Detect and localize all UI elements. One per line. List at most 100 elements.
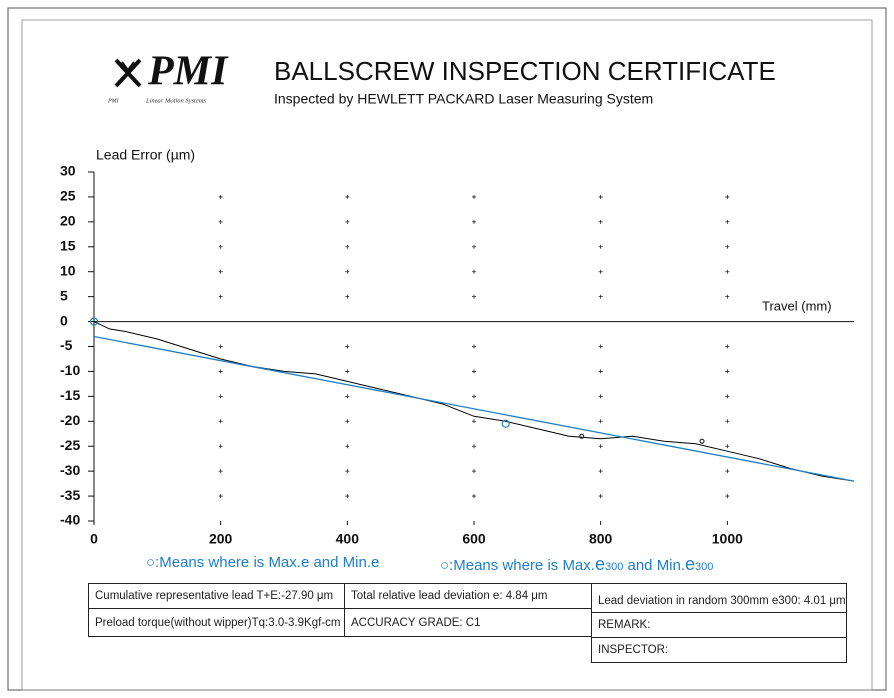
logo-icon xyxy=(114,58,142,88)
grid-plus xyxy=(345,219,350,224)
grid-plus xyxy=(345,469,350,474)
grid-plus xyxy=(598,369,603,374)
grid-plus xyxy=(725,219,730,224)
grid-plus xyxy=(345,244,350,249)
grid-plus xyxy=(725,469,730,474)
grid-plus xyxy=(598,494,603,499)
legend-text: e xyxy=(594,554,605,574)
table-cell: REMARK: xyxy=(591,612,847,638)
y-tick-label: -10 xyxy=(60,362,80,378)
y-tick-label: 25 xyxy=(60,188,76,204)
grid-plus xyxy=(598,444,603,449)
grid-plus xyxy=(598,194,603,199)
grid-plus xyxy=(725,244,730,249)
x-axis-label: Travel (mm) xyxy=(762,298,832,313)
table-cell: Cumulative representative lead T+E:-27.9… xyxy=(88,583,345,609)
grid-plus xyxy=(472,294,476,299)
extreme-marker xyxy=(579,433,585,439)
grid-plus xyxy=(218,469,223,474)
logo-small: PMI xyxy=(107,98,120,104)
grid-plus xyxy=(345,344,350,349)
grid-plus xyxy=(725,344,730,349)
x-tick-label: 400 xyxy=(336,531,360,547)
grid-plus xyxy=(472,244,476,249)
grid-plus xyxy=(218,419,223,424)
x-tick-label: 0 xyxy=(90,531,98,547)
grid-plus xyxy=(725,269,730,274)
x-tick-label: 1000 xyxy=(712,531,743,547)
y-tick-label: -5 xyxy=(60,337,73,353)
y-tick-label: 15 xyxy=(60,237,76,253)
y-tick-label: 0 xyxy=(60,312,68,328)
table-cell: ACCURACY GRADE: C1 xyxy=(344,608,592,637)
legend-text: ○:Means where is Max. xyxy=(440,557,595,574)
y-tick-label: -20 xyxy=(60,412,80,428)
grid-plus xyxy=(472,494,476,499)
x-tick-label: 200 xyxy=(209,531,233,547)
extreme-marker xyxy=(699,438,705,444)
grid-plus xyxy=(725,194,730,199)
grid-plus xyxy=(218,444,223,449)
y-tick-label: 10 xyxy=(60,262,76,278)
grid-plus xyxy=(598,294,603,299)
subtitle: Inspected by HEWLETT PACKARD Laser Measu… xyxy=(274,91,653,107)
grid-plus xyxy=(472,194,476,199)
grid-plus xyxy=(472,219,476,224)
x-tick-label: 800 xyxy=(589,531,613,547)
extreme-marker xyxy=(501,419,510,428)
grid-plus xyxy=(345,394,350,399)
title: BALLSCREW INSPECTION CERTIFICATE xyxy=(274,56,776,86)
legend-text: 300 xyxy=(604,561,624,573)
grid-plus xyxy=(345,494,350,499)
grid-plus xyxy=(345,444,350,449)
inner-frame xyxy=(21,19,873,691)
grid-plus xyxy=(598,219,603,224)
grid-plus xyxy=(218,394,223,399)
grid-plus xyxy=(725,494,730,499)
series-line xyxy=(93,335,855,482)
grid-plus xyxy=(598,344,603,349)
y-tick-label: -30 xyxy=(60,462,80,478)
grid-plus xyxy=(472,269,476,274)
grid-plus xyxy=(218,244,223,249)
legend-text: e xyxy=(685,554,696,574)
grid-plus xyxy=(725,444,730,449)
legend-e: ○:Means where is Max.e and Min.e xyxy=(146,554,380,571)
grid-plus xyxy=(472,394,476,399)
table-cell: Lead deviation in random 300mm e300: 4.0… xyxy=(591,583,847,613)
grid-plus xyxy=(345,294,350,299)
y-tick-label: 30 xyxy=(60,163,76,179)
logo: PMI xyxy=(147,49,229,95)
legend-text: 300 xyxy=(695,561,714,573)
table-cell: Preload torque(without wipper)Tq:3.0-3.9… xyxy=(88,608,345,637)
grid-plus xyxy=(472,344,476,349)
y-axis-label: Lead Error (µm) xyxy=(96,147,195,163)
grid-plus xyxy=(218,219,223,224)
y-tick-label: -35 xyxy=(60,487,80,503)
y-tick-label: -40 xyxy=(60,512,80,528)
grid-plus xyxy=(725,369,730,374)
grid-plus xyxy=(345,419,350,424)
x-tick-label: 600 xyxy=(462,531,486,547)
table-cell: Total relative lead deviation e: 4.84 μm xyxy=(344,583,592,609)
grid-plus xyxy=(598,269,603,274)
grid-plus xyxy=(218,294,223,299)
grid-plus xyxy=(345,269,350,274)
legend-e300: ○:Means where is Max.e300 and Min.e300 xyxy=(440,554,713,575)
grid-plus xyxy=(472,419,476,424)
grid-plus xyxy=(218,269,223,274)
grid-plus xyxy=(218,344,223,349)
grid-plus xyxy=(218,369,223,374)
grid-plus xyxy=(472,444,476,449)
y-tick-label: 5 xyxy=(60,287,68,303)
grid-plus xyxy=(218,194,223,199)
extreme-marker xyxy=(89,317,99,326)
grid-plus xyxy=(598,244,603,249)
grid-plus xyxy=(725,419,730,424)
grid-plus xyxy=(725,394,730,399)
grid-plus xyxy=(345,369,350,374)
grid-plus xyxy=(472,469,476,474)
series-line xyxy=(93,321,855,482)
